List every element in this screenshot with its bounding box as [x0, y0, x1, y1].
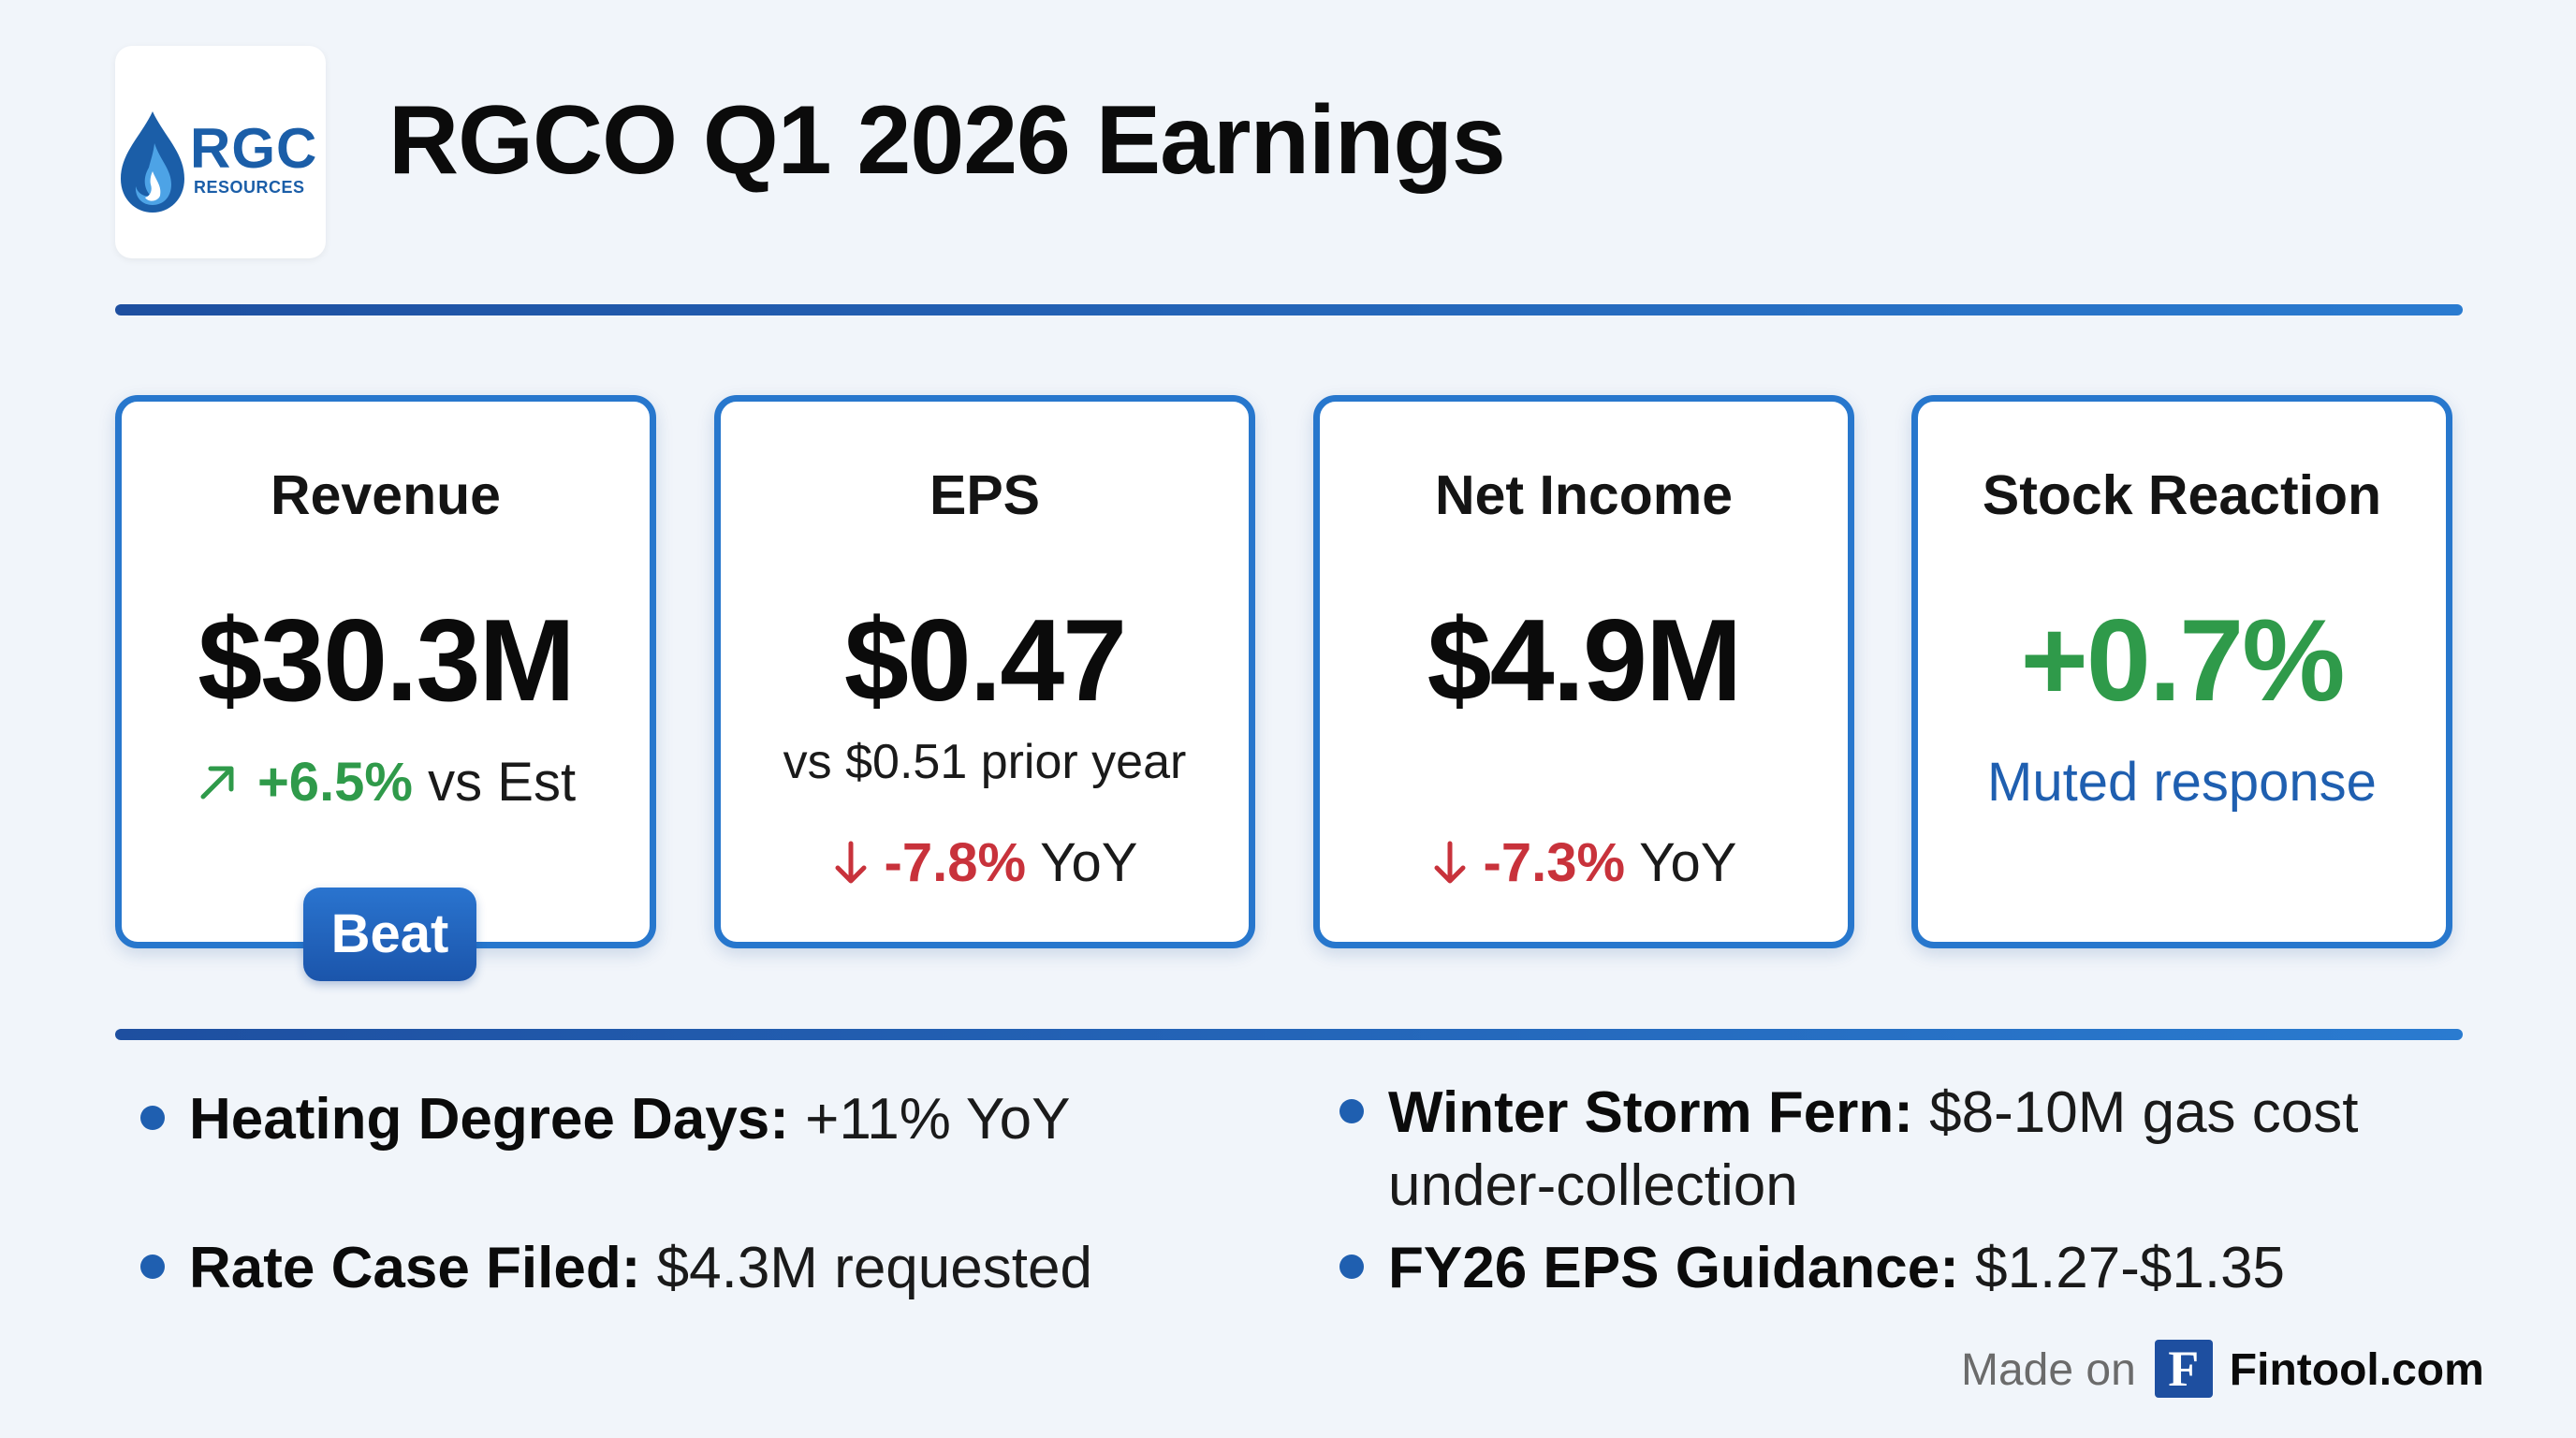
bullet-text: +11% YoY	[805, 1087, 1071, 1152]
bullet-dot-icon	[1339, 1099, 1364, 1123]
bullet-fy26-eps-guidance: FY26 EPS Guidance: $1.27-$1.35	[1339, 1232, 2286, 1305]
made-on-text: Made on	[1961, 1345, 2136, 1395]
card-label: EPS	[929, 464, 1041, 526]
section-divider	[115, 1029, 2463, 1040]
fintool-link[interactable]: Fintool.com	[2229, 1345, 2484, 1395]
bullet-text-continued: under-collection	[1388, 1153, 1798, 1218]
arrow-down-icon	[835, 841, 867, 884]
net-income-card: Net Income $4.9M -7.3% YoY	[1313, 395, 1854, 948]
card-note: Muted response	[1987, 752, 2377, 813]
bullet-dot-icon	[140, 1255, 165, 1279]
card-change-line: -7.8% YoY	[721, 836, 1249, 890]
fintool-logo-icon: F	[2154, 1340, 2213, 1399]
footer-attribution[interactable]: Made on F Fintool.com	[1961, 1340, 2484, 1401]
logo-subtext: RESOURCES	[194, 178, 305, 197]
change-value: -7.3%	[1483, 832, 1626, 893]
revenue-card: Revenue $30.3M +6.5% vs Est	[115, 395, 656, 948]
card-label: Net Income	[1434, 464, 1734, 526]
card-value: +0.7%	[2020, 596, 2345, 726]
card-value: $30.3M	[198, 596, 576, 726]
change-suffix: vs Est	[428, 752, 577, 813]
card-change-line: -7.3% YoY	[1320, 836, 1848, 890]
bullet-dot-icon	[1339, 1255, 1364, 1279]
change-value: -7.8%	[884, 832, 1027, 893]
change-suffix: YoY	[1639, 832, 1737, 893]
stock-reaction-card: Stock Reaction +0.7% Muted response	[1911, 395, 2452, 948]
card-value: $4.9M	[1427, 596, 1743, 726]
arrow-up-right-icon	[200, 766, 234, 800]
page-title: RGCO Q1 2026 Earnings	[388, 86, 1506, 195]
bullet-heating-degree-days: Heating Degree Days: +11% YoY	[140, 1083, 1071, 1156]
header-divider	[115, 304, 2463, 315]
card-comparison: vs $0.51 prior year	[783, 735, 1187, 789]
card-change-line: +6.5% vs Est	[122, 756, 650, 810]
bullet-label: Winter Storm Fern:	[1388, 1080, 1913, 1145]
bullet-text: $8-10M gas cost	[1929, 1080, 2359, 1145]
change-suffix: YoY	[1040, 832, 1138, 893]
card-label: Revenue	[271, 464, 501, 526]
arrow-down-icon	[1434, 841, 1466, 884]
bullet-label: Rate Case Filed:	[189, 1236, 641, 1300]
company-logo: RGC RESOURCES	[115, 46, 326, 258]
card-label: Stock Reaction	[1982, 464, 2382, 526]
bullet-rate-case-filed: Rate Case Filed: $4.3M requested	[140, 1232, 1092, 1305]
bullet-text: $1.27-$1.35	[1975, 1236, 2286, 1300]
bullet-dot-icon	[140, 1106, 165, 1130]
change-value: +6.5%	[256, 752, 414, 813]
logo-wordmark: RGC	[190, 117, 318, 180]
beat-badge: Beat	[303, 888, 476, 981]
card-value: $0.47	[843, 596, 1127, 726]
bullet-text: $4.3M requested	[656, 1236, 1092, 1300]
flame-drop-icon	[121, 111, 184, 213]
eps-card: EPS $0.47 vs $0.51 prior year -7.8% YoY	[714, 395, 1255, 948]
bullet-label: FY26 EPS Guidance:	[1388, 1236, 1959, 1300]
bullet-label: Heating Degree Days:	[189, 1087, 789, 1152]
bullet-winter-storm-fern: Winter Storm Fern: $8-10M gas cost under…	[1339, 1077, 2359, 1223]
